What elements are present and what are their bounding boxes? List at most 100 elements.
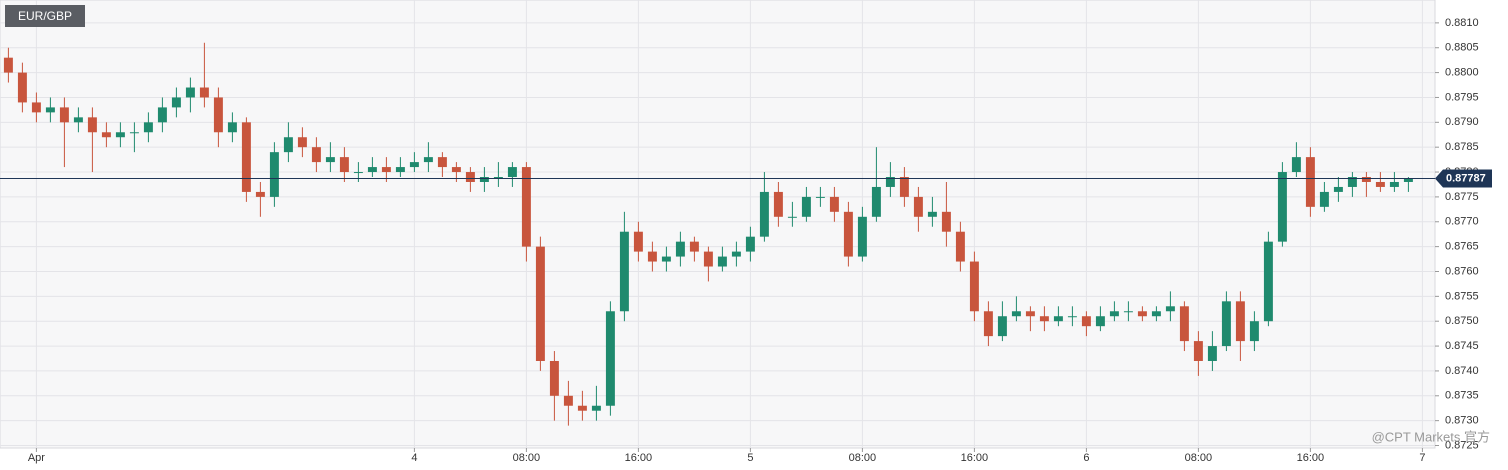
candle-body <box>633 231 643 252</box>
candle-body <box>829 196 839 212</box>
candle-body <box>507 167 517 178</box>
y-tick-label: 0.8805 <box>1445 42 1479 54</box>
candle-body <box>143 122 153 133</box>
candle-body <box>311 147 321 163</box>
candle-body <box>563 395 573 406</box>
candle-body <box>1025 311 1035 317</box>
candle-body <box>1179 306 1189 342</box>
candle-body <box>87 117 97 133</box>
candle-body <box>255 191 265 197</box>
x-tick-label: 08:00 <box>1185 452 1213 464</box>
candle-body <box>703 251 713 267</box>
candle-body <box>479 177 489 182</box>
candle-body <box>661 256 671 262</box>
candle-body <box>381 167 391 173</box>
candle-body <box>3 57 13 73</box>
candle-body <box>871 186 881 217</box>
x-tick-label: 5 <box>747 452 753 464</box>
candle-body <box>759 191 769 237</box>
x-tick-label: Apr <box>28 452 45 464</box>
y-tick-label: 0.8765 <box>1445 241 1479 253</box>
candle-body <box>927 211 937 217</box>
candle-body <box>1011 311 1021 317</box>
candle-body <box>451 167 461 173</box>
candle-body <box>1403 178 1413 182</box>
candle-body <box>1347 177 1357 187</box>
x-tick-label: 08:00 <box>849 452 877 464</box>
y-tick-label: 0.8740 <box>1445 365 1479 377</box>
candle-body <box>1123 311 1133 313</box>
candle-body <box>59 107 69 123</box>
candle-body <box>899 177 909 197</box>
x-tick-label: 16:00 <box>961 452 989 464</box>
y-tick-label: 0.8735 <box>1445 390 1479 402</box>
candle-body <box>115 132 125 138</box>
candle-body <box>843 211 853 257</box>
candle-body <box>241 122 251 192</box>
candle-body <box>1305 157 1315 207</box>
candle-body <box>101 132 111 138</box>
candle-body <box>1361 177 1371 182</box>
candle-body <box>437 157 447 168</box>
x-tick-label: 6 <box>1083 452 1089 464</box>
candle-body <box>409 162 419 168</box>
plot-area <box>0 0 1436 449</box>
x-tick-label: 16:00 <box>625 452 653 464</box>
y-tick-label: 0.8745 <box>1445 340 1479 352</box>
candle-body <box>339 157 349 173</box>
candle-body <box>997 316 1007 337</box>
candle-body <box>885 177 895 187</box>
y-tick-label: 0.8770 <box>1445 216 1479 228</box>
candle-body <box>549 360 559 396</box>
candle-body <box>1249 321 1259 342</box>
candle-body <box>31 102 41 113</box>
y-tick-label: 0.8810 <box>1445 17 1479 29</box>
candle-body <box>535 246 545 361</box>
candle-body <box>297 137 307 148</box>
candle-body <box>969 261 979 312</box>
y-tick-label: 0.8725 <box>1445 439 1479 451</box>
x-tick-label: 16:00 <box>1297 452 1325 464</box>
candle-body <box>1067 316 1077 318</box>
candle-body <box>619 231 629 312</box>
watermark: @CPT Markets 官方 <box>1372 429 1490 444</box>
candle-body <box>801 196 811 217</box>
candle-body <box>171 97 181 108</box>
candle-body <box>787 216 797 218</box>
candle-body <box>955 231 965 262</box>
symbol-tag <box>5 5 85 27</box>
candle-body <box>1193 341 1203 361</box>
candle-body <box>283 137 293 153</box>
candle-body <box>913 196 923 217</box>
candle-body <box>1081 316 1091 327</box>
candle-body <box>395 167 405 173</box>
grid <box>0 0 1435 448</box>
y-tick-label: 0.8775 <box>1445 191 1479 203</box>
y-tick-label: 0.8730 <box>1445 415 1479 427</box>
x-tick-label: 08:00 <box>513 452 541 464</box>
y-tick-label: 0.8795 <box>1445 91 1479 103</box>
candle-body <box>73 117 83 123</box>
candle-body <box>1151 311 1161 317</box>
candle-body <box>17 72 27 103</box>
candle-body <box>689 241 699 252</box>
candle-body <box>1277 172 1287 242</box>
candle-body <box>1039 316 1049 322</box>
axes: 0.8725 0.8730 0.8735 0.8740 0.8745 0.8750 0.87… <box>0 17 1492 464</box>
candle-body <box>1207 346 1217 361</box>
candle-body <box>1053 316 1063 322</box>
candle-body <box>605 311 615 406</box>
candle-body <box>1221 301 1231 347</box>
candle-body <box>1375 181 1385 187</box>
y-tick-label: 0.8750 <box>1445 315 1479 327</box>
candle-body <box>591 405 601 411</box>
candle-body <box>745 236 755 252</box>
candle-body <box>521 167 531 247</box>
candle-body <box>199 87 209 98</box>
candle-body <box>675 241 685 257</box>
last-price-label: 0.87787 <box>1446 172 1486 184</box>
candle-body <box>1319 191 1329 207</box>
candle-body <box>983 311 993 337</box>
candle-body <box>269 152 279 197</box>
